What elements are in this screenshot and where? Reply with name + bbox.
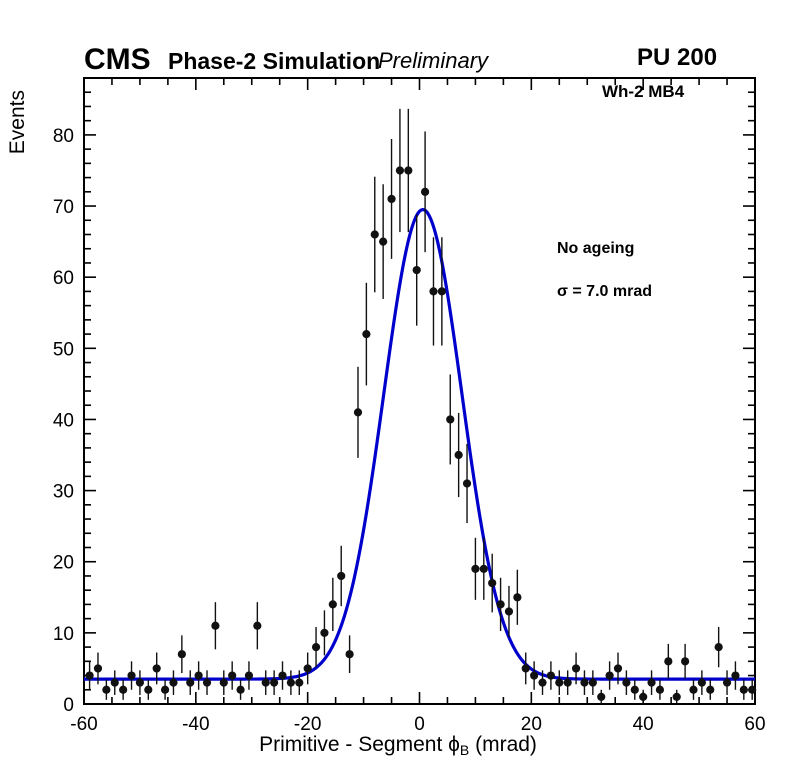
x-axis-units: (mrad) <box>469 733 537 756</box>
svg-text:70: 70 <box>53 197 74 218</box>
svg-text:0: 0 <box>63 695 74 716</box>
wheel-station-label: Wh-2 MB4 <box>602 82 685 101</box>
axis-tick-labels: -60 -40 -20 0 20 40 60 0 10 20 30 40 50 60 70 80 <box>53 126 766 735</box>
svg-text:-60: -60 <box>70 714 97 735</box>
x-axis-label-pre: Primitive - Segment <box>259 733 449 756</box>
svg-text:60: 60 <box>53 268 74 289</box>
simulation-label: Phase-2 Simulation <box>168 48 381 74</box>
svg-text:0: 0 <box>414 714 425 735</box>
svg-text:50: 50 <box>53 339 74 360</box>
fit-curve <box>83 208 756 681</box>
axis-frame <box>83 77 756 705</box>
phi-subscript: B <box>459 742 470 758</box>
axis-ticks <box>83 77 756 705</box>
pileup-label: PU 200 <box>637 44 718 71</box>
svg-text:-40: -40 <box>182 714 209 735</box>
svg-text:-20: -20 <box>294 714 321 735</box>
svg-text:10: 10 <box>53 624 74 645</box>
annotation-ageing: No ageing <box>557 240 635 257</box>
data-points <box>85 108 757 704</box>
annotation-sigma: σ = 7.0 mrad <box>557 283 652 300</box>
svg-text:80: 80 <box>53 126 74 147</box>
x-axis-label: Primitive - Segment ϕB (mrad) <box>0 733 796 758</box>
phi-symbol: ϕ <box>448 733 460 756</box>
svg-text:40: 40 <box>633 714 654 735</box>
svg-text:40: 40 <box>53 410 74 431</box>
cms-logo-text: CMS <box>84 43 151 76</box>
svg-text:60: 60 <box>744 714 765 735</box>
preliminary-label: Preliminary <box>378 48 489 73</box>
svg-text:20: 20 <box>521 714 542 735</box>
svg-text:20: 20 <box>53 553 74 574</box>
svg-text:30: 30 <box>53 482 74 503</box>
